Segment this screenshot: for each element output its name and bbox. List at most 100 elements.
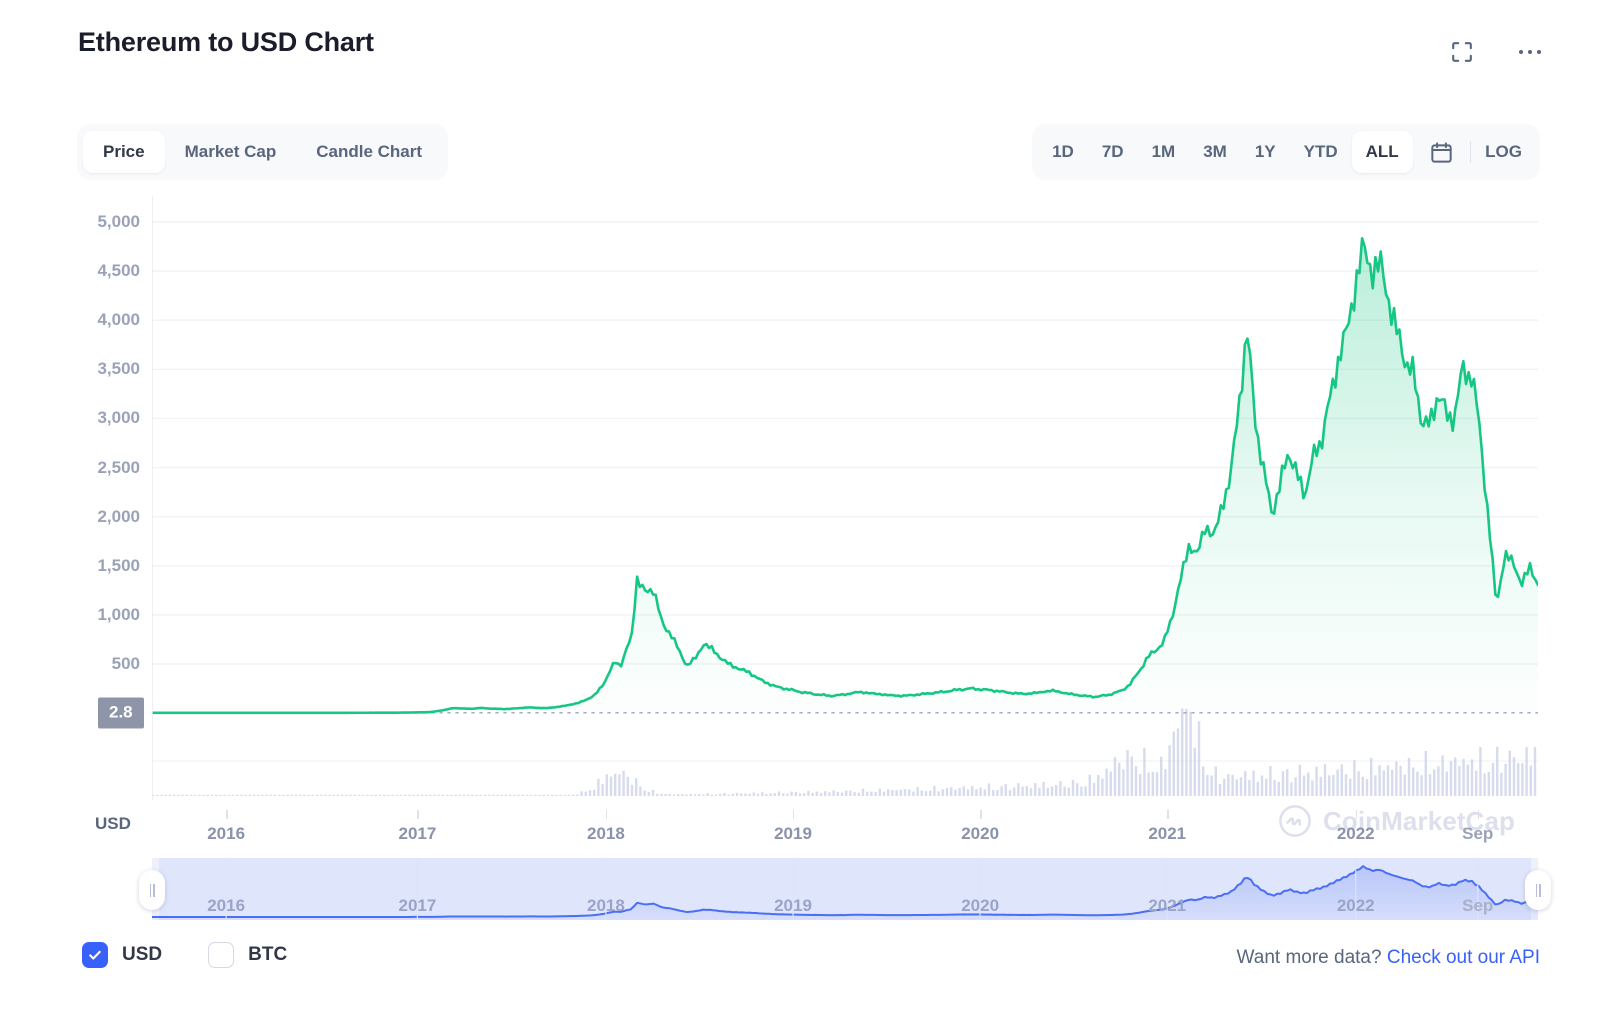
volume-bar bbox=[584, 791, 587, 796]
volume-bar bbox=[1374, 775, 1377, 796]
volume-bar bbox=[597, 778, 600, 796]
volume-bar bbox=[395, 794, 398, 796]
volume-bar bbox=[1113, 757, 1117, 796]
range-7d[interactable]: 7D bbox=[1101, 142, 1124, 161]
volume-bar bbox=[1126, 750, 1129, 796]
volume-bar bbox=[1193, 747, 1196, 796]
volume-bar bbox=[215, 794, 218, 796]
volume-bar bbox=[1181, 708, 1184, 796]
volume-bar bbox=[160, 794, 163, 796]
calendar-icon[interactable] bbox=[1413, 140, 1468, 165]
btc-checkbox[interactable] bbox=[208, 942, 235, 968]
volume-bar bbox=[870, 791, 873, 796]
navigator-left-handle[interactable] bbox=[139, 870, 165, 910]
chart-controls: Price Market Cap Candle Chart 1D 7D 1M 3… bbox=[0, 120, 1602, 184]
range-navigator[interactable]: 2016 2017 2018 2019 2020 2021 2022 Sep bbox=[139, 858, 1551, 920]
volume-bar bbox=[1302, 775, 1306, 796]
volume-bar bbox=[320, 794, 323, 796]
tab-candle-chart[interactable]: Candle Chart bbox=[316, 142, 423, 161]
volume-bar bbox=[181, 794, 184, 796]
navigator-line bbox=[152, 865, 1538, 918]
tab-price[interactable]: Price bbox=[83, 131, 165, 173]
log-scale-toggle[interactable]: LOG bbox=[1485, 142, 1522, 161]
usd-checkbox[interactable] bbox=[82, 942, 108, 968]
x-axis-tick-mark bbox=[417, 810, 419, 819]
x-axis-tick-label: 2016 bbox=[207, 824, 246, 843]
volume-bar bbox=[710, 794, 713, 796]
volume-bar bbox=[492, 794, 495, 796]
chart-footer: USD BTC Want more data? Check out our AP… bbox=[0, 932, 1602, 996]
more-options-icon[interactable] bbox=[1516, 38, 1544, 66]
volume-bar bbox=[433, 794, 436, 796]
volume-bar bbox=[1239, 777, 1243, 796]
volume-bar bbox=[517, 794, 520, 796]
volume-bar bbox=[357, 794, 361, 796]
volume-bar bbox=[1218, 784, 1222, 796]
volume-bar bbox=[929, 790, 932, 796]
volume-bar bbox=[1365, 779, 1369, 796]
volume-bar bbox=[185, 794, 188, 796]
volume-bar bbox=[383, 794, 386, 796]
volume-bar bbox=[1529, 765, 1532, 796]
price-line bbox=[150, 236, 1540, 715]
volume-bar bbox=[1399, 765, 1402, 796]
volume-bar bbox=[194, 794, 197, 796]
volume-bar bbox=[1424, 750, 1427, 796]
volume-bar bbox=[563, 794, 566, 796]
price-area-fill bbox=[152, 238, 1538, 713]
range-1y[interactable]: 1Y bbox=[1254, 142, 1276, 161]
volume-bar bbox=[941, 789, 944, 796]
volume-bar bbox=[660, 793, 663, 796]
price-plot[interactable] bbox=[150, 196, 1540, 816]
volume-bar bbox=[152, 794, 155, 796]
volume-bar bbox=[714, 794, 718, 796]
volume-bar bbox=[1319, 776, 1322, 796]
navigator-left-grip bbox=[149, 883, 156, 897]
range-ytd[interactable]: YTD bbox=[1303, 142, 1338, 161]
volume-bar bbox=[693, 794, 697, 796]
volume-bar bbox=[1491, 762, 1495, 796]
volume-bar bbox=[887, 789, 890, 796]
legend-item-usd[interactable]: USD bbox=[82, 942, 162, 968]
fullscreen-expand-icon[interactable] bbox=[1448, 38, 1476, 66]
volume-bar bbox=[719, 793, 722, 796]
volume-bar bbox=[257, 794, 260, 796]
volume-bar bbox=[1496, 746, 1499, 796]
volume-bar bbox=[349, 794, 352, 796]
volume-bar bbox=[866, 791, 869, 796]
range-1m[interactable]: 1M bbox=[1151, 142, 1176, 161]
volume-bar bbox=[1416, 771, 1419, 796]
volume-bar bbox=[294, 794, 298, 796]
volume-bar bbox=[328, 794, 331, 796]
volume-bar bbox=[677, 794, 680, 796]
range-all[interactable]: ALL bbox=[1351, 131, 1413, 173]
volume-bar bbox=[983, 789, 986, 796]
volume-bar bbox=[622, 770, 625, 796]
volume-bar bbox=[1391, 769, 1394, 796]
volume-bar bbox=[1134, 766, 1138, 796]
api-link[interactable]: Check out our API bbox=[1386, 947, 1540, 968]
header-actions bbox=[1448, 38, 1544, 66]
volume-bar bbox=[1458, 766, 1461, 796]
volume-bar bbox=[391, 794, 394, 796]
volume-bar bbox=[836, 791, 839, 796]
volume-bar bbox=[966, 789, 970, 796]
volume-bar bbox=[1428, 774, 1432, 796]
volume-bar bbox=[1437, 766, 1440, 796]
volume-bar bbox=[1420, 775, 1423, 796]
page-title: Ethereum to USD Chart bbox=[78, 27, 374, 57]
volume-bar bbox=[727, 794, 730, 796]
tab-market-cap[interactable]: Market Cap bbox=[184, 142, 277, 161]
volume-bar bbox=[689, 793, 692, 796]
volume-bar bbox=[286, 794, 289, 796]
range-3m[interactable]: 3M bbox=[1203, 142, 1227, 161]
volume-bar bbox=[353, 794, 356, 796]
navigator-right-handle[interactable] bbox=[1525, 870, 1551, 910]
volume-bar bbox=[1076, 783, 1079, 796]
legend-item-btc[interactable]: BTC bbox=[208, 942, 287, 968]
volume-bar bbox=[937, 791, 940, 796]
range-1d[interactable]: 1D bbox=[1052, 142, 1074, 161]
volume-bar bbox=[1344, 774, 1348, 796]
volume-bar bbox=[1038, 787, 1041, 796]
